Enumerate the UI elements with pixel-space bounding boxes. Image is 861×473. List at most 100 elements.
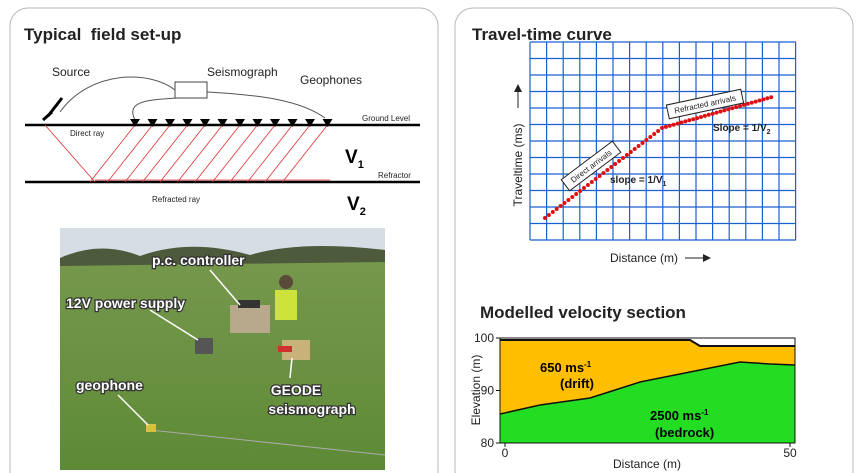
arrival-dot xyxy=(574,192,578,196)
arrival-dot xyxy=(754,100,758,104)
arrival-dot xyxy=(707,113,711,117)
annotation: slope = 1/V1 xyxy=(610,175,667,188)
ray xyxy=(195,125,240,182)
photo-label: seismograph xyxy=(268,401,355,417)
arrival-dot xyxy=(711,112,715,116)
arrival-dot xyxy=(664,125,668,129)
annotation-sub: 2 xyxy=(767,129,771,136)
arrival-dot xyxy=(676,122,680,126)
arrival-dot xyxy=(633,147,637,151)
photo: p.c. controller 12V power supply geophon… xyxy=(60,228,385,470)
arrival-dot xyxy=(652,132,656,136)
label: Geophones xyxy=(300,73,362,87)
arrival-dot xyxy=(621,156,625,160)
label: Direct ray xyxy=(70,129,104,138)
ray xyxy=(248,125,293,182)
arrival-dot xyxy=(699,115,703,119)
arrival-dot xyxy=(734,105,738,109)
arrival-dot xyxy=(722,108,726,112)
arrival-dot xyxy=(644,138,648,142)
photo-label: GEODE xyxy=(271,382,322,398)
ray xyxy=(178,125,223,182)
arrival-dot xyxy=(578,189,582,193)
arrival-dot xyxy=(660,126,664,130)
annotation-text: slope = 1/V xyxy=(610,175,663,186)
velocity-section: 650 ms-1 (drift) 2500 ms-1 (bedrock) Ele… xyxy=(469,331,797,471)
travel-time-chart: Traveltime (ms) Distance (m) Direct arri… xyxy=(511,42,796,265)
arrival-dot xyxy=(563,201,567,205)
layer-label: V1 xyxy=(345,147,364,171)
photo-label: p.c. controller xyxy=(152,252,245,268)
arrival-dot xyxy=(719,110,723,114)
y-tick-label: 80 xyxy=(481,436,495,450)
y-tick-label: 90 xyxy=(481,384,495,398)
arrival-dot xyxy=(570,195,574,199)
arrival-dot xyxy=(738,104,742,108)
label: Refractor xyxy=(378,171,411,180)
arrival-dot xyxy=(769,95,773,99)
annotation: Direct arrivals xyxy=(569,148,613,185)
arrival-dot xyxy=(586,183,590,187)
region-label: 650 ms-1 xyxy=(540,360,592,375)
region-label: 2500 ms-1 xyxy=(650,408,709,423)
region-label: (drift) xyxy=(560,376,594,391)
arrival-dot xyxy=(695,116,699,120)
label: Seismograph xyxy=(207,65,278,79)
arrival-dot xyxy=(609,165,613,169)
arrival-dot xyxy=(555,207,559,211)
arrival-dot xyxy=(582,186,586,190)
arrival-dot xyxy=(543,216,547,220)
photo-label: 12V power supply xyxy=(66,295,185,311)
annotation-sub: 1 xyxy=(663,181,667,188)
annotation-text: Slope = 1/V xyxy=(713,123,767,134)
figure: Typical field set-up Source Seismograph … xyxy=(0,0,861,473)
ray xyxy=(108,125,153,182)
arrival-dot xyxy=(547,213,551,217)
arrival-dot xyxy=(629,150,633,154)
arrival-dot xyxy=(680,121,684,125)
arrival-dot xyxy=(703,114,707,118)
arrival-dot xyxy=(672,123,676,127)
arrival-dot xyxy=(625,153,629,157)
axis-label: Distance (m) xyxy=(610,251,678,265)
arrival-dot xyxy=(648,135,652,139)
label: Source xyxy=(52,65,90,79)
arrival-dot xyxy=(668,124,672,128)
y-tick-label: 100 xyxy=(474,331,494,345)
arrival-dot xyxy=(602,171,606,175)
arrival-dot xyxy=(613,162,617,166)
ray xyxy=(283,125,328,182)
arrival-dot xyxy=(559,204,563,208)
arrival-dot xyxy=(746,102,750,106)
schematic: Source Seismograph Geophones Ground Leve… xyxy=(25,65,420,218)
ray xyxy=(213,125,258,182)
arrival-dot xyxy=(566,198,570,202)
arrival-dot xyxy=(605,168,609,172)
arrival-dot xyxy=(641,141,645,145)
panel-title: Travel-time curve xyxy=(472,25,612,44)
arrival-dot xyxy=(758,99,762,103)
arrival-dot xyxy=(551,210,555,214)
arrival-dot xyxy=(730,106,734,110)
axis-label: Traveltime (ms) xyxy=(511,124,525,207)
x-tick-label: 50 xyxy=(783,446,797,460)
arrival-dot xyxy=(594,177,598,181)
arrival-dot xyxy=(687,118,691,122)
ray xyxy=(125,125,170,182)
axis-label: Distance (m) xyxy=(613,457,681,471)
arrival-dot xyxy=(683,119,687,123)
ray xyxy=(265,125,310,182)
ray xyxy=(160,125,205,182)
arrival-dot xyxy=(637,144,641,148)
arrival-dot xyxy=(765,96,769,100)
ray xyxy=(230,125,275,182)
arrival-dot xyxy=(761,97,765,101)
photo-label: geophone xyxy=(76,377,143,393)
ray xyxy=(143,125,188,182)
x-tick-label: 0 xyxy=(502,446,509,460)
panel-title: Typical field set-up xyxy=(24,25,181,44)
region-label: (bedrock) xyxy=(655,425,714,440)
arrival-dot xyxy=(617,159,621,163)
arrival-dot xyxy=(691,117,695,121)
arrival-dot xyxy=(590,180,594,184)
